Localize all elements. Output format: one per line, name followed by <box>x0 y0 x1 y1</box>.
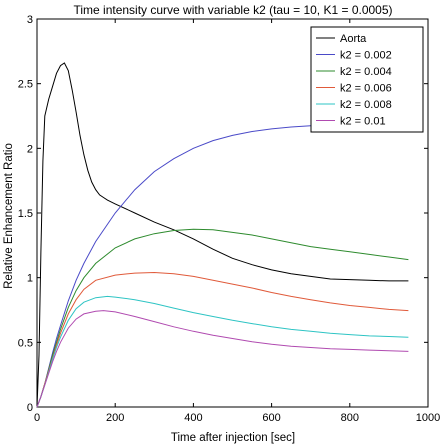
legend-box <box>310 26 424 133</box>
legend-entry: k2 = 0.004 <box>340 66 392 78</box>
y-tick-label: 2.5 <box>18 79 33 91</box>
legend-entry: k2 = 0.002 <box>340 50 392 62</box>
legend-entry: Aorta <box>340 33 367 45</box>
y-axis-label: Relative Enhancement Ratio <box>3 143 15 289</box>
series-line-aorta <box>36 62 409 408</box>
legend-entry: k2 = 0.008 <box>340 99 392 111</box>
plot-area: 0 200 400 600 800 1000 0 0.5 1 1.5 2 2.5 3 Aorta k2 = … <box>18 14 440 424</box>
x-tick-label: 800 <box>341 412 359 424</box>
y-tick-label: 2 <box>27 143 33 155</box>
x-tick-label: 200 <box>106 412 124 424</box>
y-tick-label: 1 <box>27 273 33 285</box>
series-line-k2-0-01 <box>36 310 409 408</box>
series-line-k2-0-004 <box>36 228 409 408</box>
x-tick-label: 400 <box>184 412 202 424</box>
series-line-k2-0-006 <box>36 271 409 408</box>
y-tick-label: 0 <box>27 402 33 414</box>
x-tick-label: 0 <box>34 412 40 424</box>
series-line-k2-0-008 <box>36 295 409 408</box>
y-tick-label: 0.5 <box>18 337 33 349</box>
x-tick-label: 1000 <box>416 412 440 424</box>
series-line-k2-0-002 <box>36 124 409 408</box>
x-tick-label: 600 <box>262 412 280 424</box>
legend-entry: k2 = 0.006 <box>340 83 392 95</box>
legend: Aorta k2 = 0.002 k2 = 0.004 k2 = 0.006 k2 = … <box>310 26 424 133</box>
chart-title: Time intensity curve with variable k2 (t… <box>73 3 392 17</box>
y-tick-label: 3 <box>27 14 33 26</box>
y-tick-label: 1.5 <box>18 208 33 220</box>
x-axis-label: Time after injection [sec] <box>171 432 295 444</box>
legend-entry: k2 = 0.01 <box>340 116 386 128</box>
